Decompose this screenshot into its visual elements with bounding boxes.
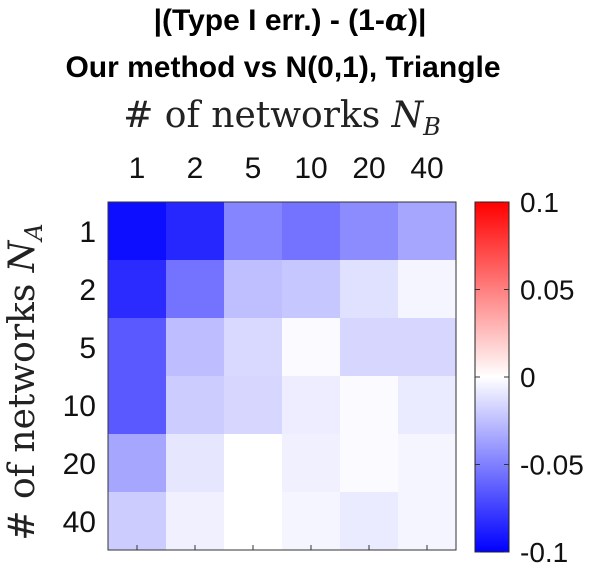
x-tick-label: 1 [129,152,146,185]
x-tick-labels: 1 2 5 10 20 40 [129,152,444,550]
heatmap-cell [224,318,283,377]
heatmap-cell [398,202,457,261]
y-tick-label: 40 [63,506,96,539]
heatmap-cell [224,260,283,319]
heatmap-cell [282,260,341,319]
heatmap-cell [224,202,283,261]
x-tick-label: 2 [187,152,204,185]
heatmap-cell [108,376,167,435]
chart-title-line1: |(Type I err.) - (1-α)| [154,3,427,38]
heatmap-cell [282,318,341,377]
heatmap-cell [166,376,225,435]
heatmap-cell [108,202,167,261]
colorbar-tick-label: 0.05 [520,275,575,306]
colorbar [474,201,510,553]
heatmap-cell [398,376,457,435]
y-tick-label: 10 [63,390,96,423]
heatmap-cell [166,260,225,319]
x-axis-label: # of networks NB [123,95,441,141]
plot-frame [107,201,457,551]
colorbar-ticks: 0.1 0.05 0 -0.05 -0.1 [475,187,584,568]
heatmap-cells [107,201,457,551]
heatmap-cell [224,492,283,551]
y-tick-label: 2 [79,274,96,307]
x-tick-label: 5 [245,152,262,185]
y-tick-label: 5 [79,332,96,365]
heatmap-cell [108,260,167,319]
heatmap-cell [340,434,399,493]
y-axis-label: # of networks NA [2,223,48,540]
heatmap-cell [282,434,341,493]
heatmap-cell [398,260,457,319]
heatmap-cell [398,434,457,493]
colorbar-tick-label: 0.1 [520,187,559,218]
heatmap-cell [340,492,399,551]
heatmap-cell [340,318,399,377]
heatmap-cell [340,376,399,435]
heatmap-cell [108,434,167,493]
x-tick-label: 10 [294,152,327,185]
heatmap-cell [282,202,341,261]
heatmap-cell [108,318,167,377]
colorbar-tick-label: -0.05 [520,450,584,481]
heatmap-cell [398,492,457,551]
heatmap-cell [108,492,167,551]
heatmap-cell [282,376,341,435]
heatmap-cell [340,202,399,261]
heatmap-cell [166,318,225,377]
heatmap-cell [166,434,225,493]
x-tick-label: 40 [410,152,443,185]
y-tick-label: 1 [79,216,96,249]
heatmap-cell [340,260,399,319]
heatmap-cell [166,492,225,551]
heatmap-cell [282,492,341,551]
colorbar-tick-label: 0 [520,362,536,393]
x-tick-label: 20 [352,152,385,185]
chart-title-line2: Our method vs N(0,1), Triangle [65,51,500,84]
heatmap-cell [224,376,283,435]
y-tick-labels: 1 2 5 10 20 40 [63,216,96,539]
y-tick-label: 20 [63,448,96,481]
heatmap-cell [398,318,457,377]
colorbar-tick-label: -0.1 [520,537,568,568]
heatmap-cell [224,434,283,493]
heatmap-cell [166,202,225,261]
